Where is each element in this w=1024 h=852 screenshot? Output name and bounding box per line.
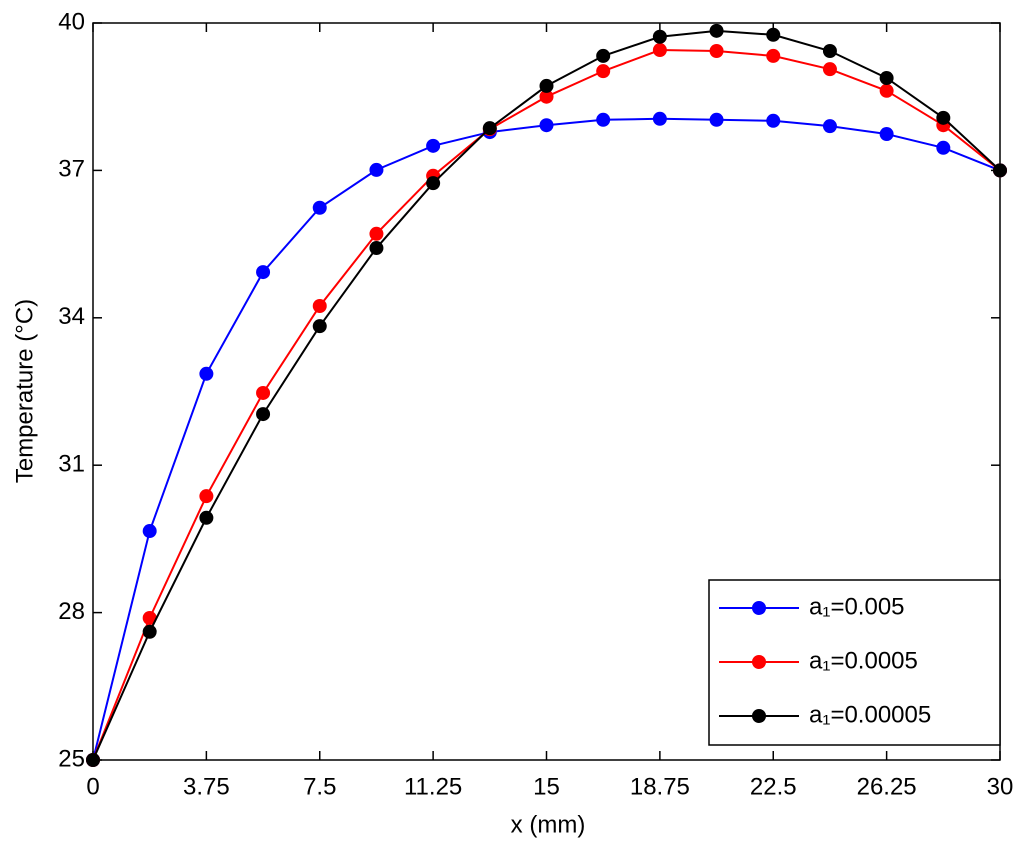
data-point [709,112,724,127]
data-point [652,43,667,58]
data-point [142,624,157,639]
data-point [709,23,724,38]
data-point [482,121,497,136]
x-tick-label: 22.5 [750,773,797,800]
data-point [709,44,724,59]
data-point [256,265,271,280]
data-point [142,524,157,539]
data-point [936,110,951,125]
data-point [369,241,384,256]
data-point [539,118,554,133]
data-point [199,366,214,381]
data-point [369,162,384,177]
y-tick-label: 25 [58,745,85,772]
legend-label: a₁=0.005 [809,593,905,620]
data-point [936,140,951,155]
data-point [369,226,384,241]
data-point [142,611,157,626]
data-point [596,112,611,127]
data-point [993,163,1007,178]
data-point [539,89,554,104]
data-point [256,385,271,400]
x-tick-label: 18.75 [630,773,690,800]
x-tick-label: 3.75 [183,773,230,800]
data-point [879,71,894,86]
data-point [312,299,327,314]
data-point [312,319,327,334]
y-tick-label: 28 [58,598,85,625]
data-point [539,78,554,93]
legend-marker [752,655,766,669]
y-tick-label: 34 [58,303,85,330]
data-point [822,62,837,77]
legend-label: a₁=0.00005 [809,701,931,728]
legend-label: a₁=0.0005 [809,647,918,674]
data-point [256,407,271,422]
y-tick-label: 37 [58,156,85,183]
y-tick-label: 40 [58,8,85,35]
data-point [822,119,837,134]
y-axis-label: Temperature (°C) [11,299,38,483]
data-point [312,200,327,215]
x-tick-label: 0 [86,773,99,800]
data-point [766,113,781,128]
legend-marker [752,709,766,723]
data-point [596,48,611,63]
legend-marker [752,601,766,615]
data-point [766,48,781,63]
x-axis-label: x (mm) [511,811,586,838]
data-point [86,753,100,767]
x-tick-label: 26.25 [857,773,917,800]
x-tick-label: 30 [987,773,1014,800]
x-tick-label: 11.25 [404,773,462,800]
x-tick-label: 15 [533,773,560,800]
x-tick-label: 7.5 [303,773,336,800]
data-point [596,64,611,79]
data-point [652,29,667,44]
data-point [822,44,837,59]
data-point [652,111,667,126]
data-point [879,127,894,142]
data-point [879,83,894,98]
data-point [426,138,441,153]
data-point [766,27,781,42]
data-point [199,510,214,525]
y-tick-label: 31 [58,451,85,478]
data-point [199,489,214,504]
data-point [426,176,441,191]
